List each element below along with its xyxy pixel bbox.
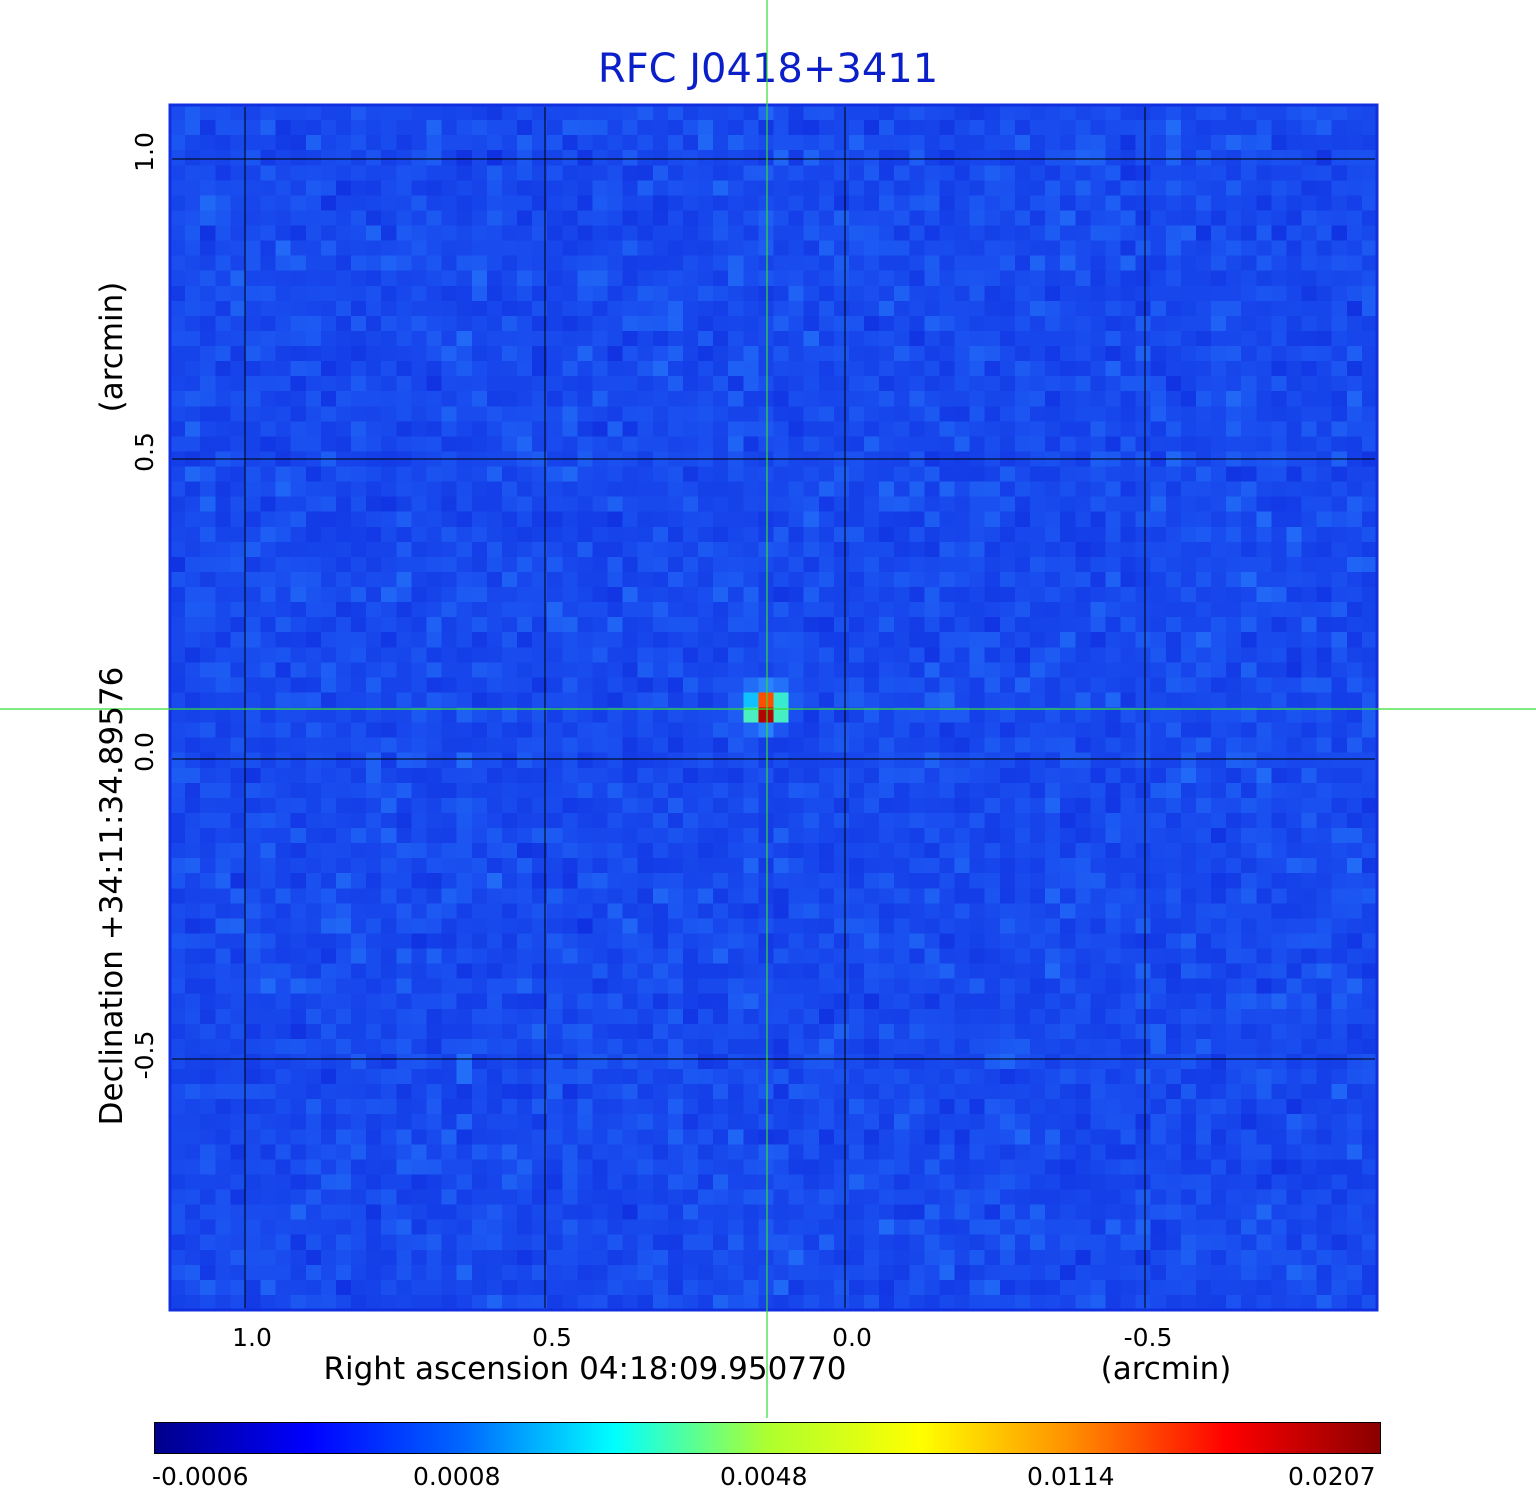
y-tick-label: 0.5 [130, 432, 159, 472]
colorbar [154, 1422, 1381, 1454]
y-tick-labels: 1.0 0.5 0.0 -0.5 [130, 132, 159, 1079]
colorbar-label: -0.0006 [152, 1462, 249, 1491]
colorbar-label: 0.0048 [720, 1462, 808, 1491]
y-tick-label: 1.0 [130, 132, 159, 172]
x-tick-label: -0.5 [1124, 1323, 1173, 1352]
y-tick-label: -0.5 [130, 1031, 159, 1080]
y-axis-title: Declination +34:11:34.89576 [94, 667, 130, 1126]
radio-map-image [170, 105, 1377, 1310]
x-axis-title: Right ascension 04:18:09.950770 [323, 1351, 846, 1387]
radio-map-frame [170, 105, 1377, 1310]
colorbar-label: 0.0008 [413, 1462, 501, 1491]
y-tick-label: 0.0 [130, 732, 159, 772]
y-axis-unit: (arcmin) [94, 282, 130, 413]
x-tick-label: 1.0 [232, 1323, 272, 1352]
image-title: RFC J0418+3411 [597, 46, 939, 92]
x-axis-unit: (arcmin) [1101, 1351, 1232, 1387]
x-tick-label: 0.0 [832, 1323, 872, 1352]
colorbar-label: 0.0207 [1288, 1462, 1376, 1491]
x-tick-labels: 1.0 0.5 0.0 -0.5 [232, 1323, 1172, 1352]
colorbar-label: 0.0114 [1027, 1462, 1115, 1491]
x-tick-label: 0.5 [532, 1323, 572, 1352]
